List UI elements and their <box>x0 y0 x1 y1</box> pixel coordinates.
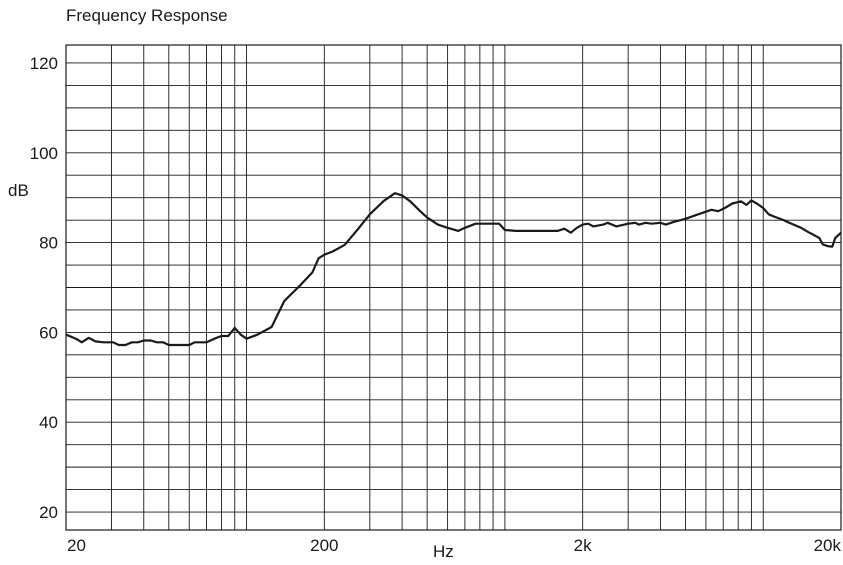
y-tick-label: 100 <box>30 144 58 163</box>
y-tick-label: 80 <box>39 234 58 253</box>
y-tick-label: 60 <box>39 323 58 342</box>
plot-frame <box>65 44 842 531</box>
response-curve <box>66 192 841 347</box>
x-axis-label: Hz <box>433 542 454 561</box>
y-tick-labels: 20 40 60 80 100 120 <box>30 54 58 522</box>
x-tick-label: 20 <box>67 536 86 555</box>
y-tick-label: 120 <box>30 54 58 73</box>
chart-title: Frequency Response <box>66 6 228 25</box>
x-tick-labels: 20 200 2k 20k <box>67 536 841 555</box>
x-tick-label: 20k <box>814 536 842 555</box>
x-tick-label: 200 <box>310 536 338 555</box>
grid <box>66 45 841 530</box>
y-axis-label: dB <box>8 181 29 200</box>
y-tick-label: 40 <box>39 413 58 432</box>
x-tick-label: 2k <box>574 536 592 555</box>
y-tick-label: 20 <box>39 503 58 522</box>
series-layer <box>66 192 841 347</box>
